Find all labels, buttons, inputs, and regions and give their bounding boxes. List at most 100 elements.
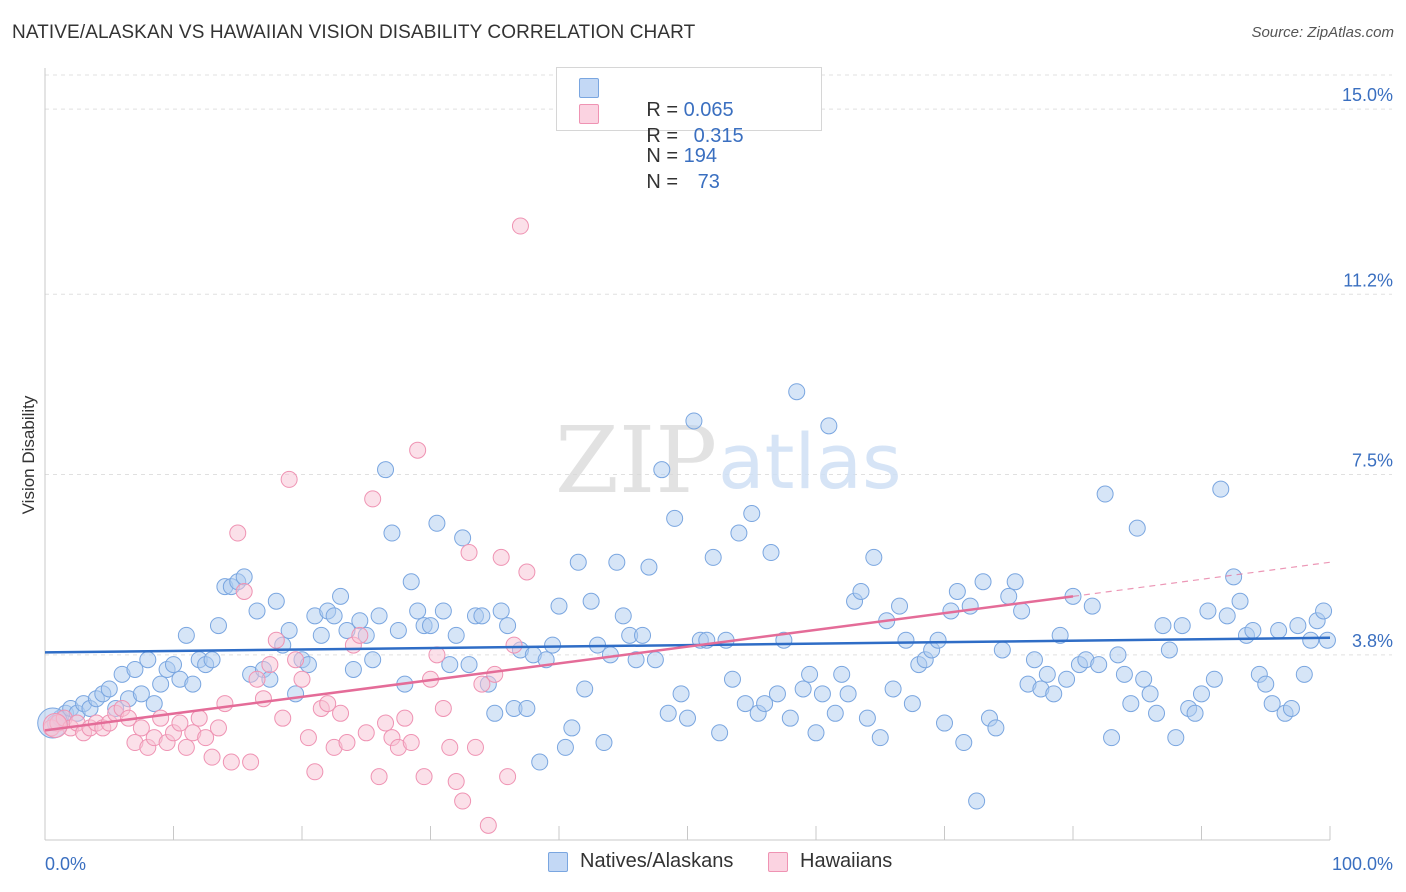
y-tick-label: 15.0% <box>1342 85 1393 105</box>
native-alaskan-point <box>409 602 427 620</box>
legend-n-value: 73 <box>697 171 720 193</box>
native-alaskan-point <box>1315 602 1333 620</box>
bottom-legend-label: Hawaiians <box>800 850 893 872</box>
native-alaskan-point <box>531 753 549 771</box>
hawaiian-point <box>190 709 208 727</box>
native-alaskan-point <box>614 607 632 625</box>
native-alaskan-point <box>640 558 658 576</box>
hawaiian-point <box>441 738 459 756</box>
native-alaskan-point <box>813 685 831 703</box>
hawaiian-point <box>287 651 305 669</box>
y-tick-label: 7.5% <box>1352 451 1393 471</box>
native-alaskan-point <box>544 636 562 654</box>
native-alaskan-point <box>685 412 703 430</box>
native-alaskan-point <box>1115 665 1133 683</box>
hawaiian-point <box>409 441 427 459</box>
y-tick-label: 3.8% <box>1352 631 1393 651</box>
native-alaskan-point <box>486 704 504 722</box>
hawaiians-points <box>42 217 536 834</box>
hawaiian-point <box>460 544 478 562</box>
native-alaskan-point <box>858 709 876 727</box>
native-alaskan-point <box>1205 670 1223 688</box>
hawaiian-point <box>267 631 285 649</box>
hawaiian-point <box>434 699 452 717</box>
native-alaskan-point <box>267 592 285 610</box>
native-alaskan-point <box>666 509 684 527</box>
native-alaskan-point <box>929 631 947 649</box>
native-alaskan-point <box>672 685 690 703</box>
native-alaskan-point <box>1244 621 1262 639</box>
hawaiian-point <box>415 768 433 786</box>
native-alaskan-point <box>865 548 883 566</box>
hawaiian-point <box>447 773 465 791</box>
native-alaskan-point <box>100 680 118 698</box>
native-alaskan-point <box>1199 602 1217 620</box>
native-alaskan-point <box>454 529 472 547</box>
native-alaskan-point <box>1006 573 1024 591</box>
native-alaskan-point <box>1096 485 1114 503</box>
y-tick-label: 11.2% <box>1343 270 1393 290</box>
native-alaskan-point <box>743 505 761 523</box>
hawaiian-point <box>370 768 388 786</box>
native-alaskan-point <box>582 592 600 610</box>
hawaiian-point <box>306 763 324 781</box>
legend-r-label: R = <box>646 125 684 147</box>
native-alaskan-point <box>447 626 465 644</box>
native-alaskan-point <box>852 582 870 600</box>
x-tick-label: 100.0% <box>1332 854 1393 874</box>
native-alaskan-point <box>955 734 973 752</box>
hawaiian-point <box>364 490 382 508</box>
legend-row-natives: R = 0.065 N = 194 <box>579 76 734 167</box>
native-alaskan-point <box>184 675 202 693</box>
native-alaskan-point <box>891 597 909 615</box>
native-alaskan-point <box>325 607 343 625</box>
native-alaskan-point <box>126 660 144 678</box>
hawaiians-trend-extension <box>1072 561 1331 597</box>
native-alaskan-point <box>1141 685 1159 703</box>
hawaiian-cluster-point <box>42 712 68 738</box>
native-alaskan-point <box>248 602 266 620</box>
hawaiian-point <box>473 675 491 693</box>
native-alaskan-point <box>460 656 478 674</box>
hawaiian-point <box>505 636 523 654</box>
hawaiian-point <box>299 729 317 747</box>
native-alaskan-point <box>422 617 439 635</box>
hawaiian-point <box>357 724 375 742</box>
native-alaskan-point <box>974 573 992 591</box>
native-alaskan-point <box>518 699 536 717</box>
native-alaskan-point <box>595 734 613 752</box>
y-axis-label: Vision Disability <box>19 395 38 514</box>
native-alaskan-point <box>679 709 696 727</box>
hawaiians-trend-line <box>44 595 1074 732</box>
native-alaskan-point <box>1122 695 1140 713</box>
native-alaskan-point <box>1000 587 1018 605</box>
native-alaskan-point <box>801 665 819 683</box>
native-alaskan-point <box>1257 675 1275 693</box>
native-alaskan-point <box>1212 480 1230 498</box>
native-alaskan-point <box>1038 665 1056 683</box>
native-alaskan-point <box>165 656 182 674</box>
native-alaskan-point <box>370 607 388 625</box>
native-alaskan-point <box>968 792 986 810</box>
hawaiian-point <box>511 217 529 235</box>
chart-source: Source: ZipAtlas.com <box>1251 24 1394 41</box>
hawaiian-point <box>248 670 266 688</box>
hawaiian-point <box>338 734 356 752</box>
native-alaskan-point <box>839 685 857 703</box>
hawaiian-point <box>319 695 337 713</box>
hawaiian-point <box>479 816 497 834</box>
hawaiian-point <box>454 792 472 810</box>
native-alaskan-point <box>1103 729 1121 747</box>
native-alaskan-point <box>936 714 953 732</box>
legend-r-value: 0.315 <box>693 125 744 147</box>
hawaiian-point <box>466 738 484 756</box>
hawaiian-point <box>132 719 150 737</box>
native-alaskan-point <box>145 695 163 713</box>
native-alaskan-point <box>826 704 844 722</box>
hawaiian-point <box>377 714 395 732</box>
hawaiian-point <box>492 548 510 566</box>
native-alaskan-point <box>1218 607 1236 625</box>
native-alaskan-point <box>351 612 369 630</box>
native-alaskan-point <box>1193 685 1210 703</box>
legend-r-label: R = <box>646 99 684 121</box>
